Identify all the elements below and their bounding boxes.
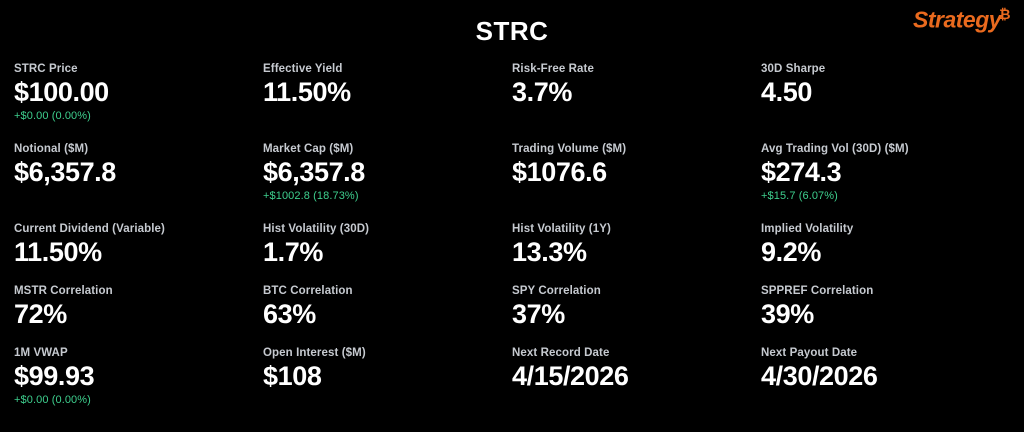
metric-value: 11.50% xyxy=(263,77,351,107)
metric-card: Effective Yield 11.50% xyxy=(263,62,512,142)
metric-value: 13.3% xyxy=(512,237,587,267)
metric-value: 4.50 xyxy=(761,77,812,107)
metric-label: Next Record Date xyxy=(512,347,610,359)
metric-value: 11.50% xyxy=(14,237,102,267)
metric-value: 4/30/2026 xyxy=(761,361,878,391)
dashboard-header: STRC Strategy₿ xyxy=(0,0,1024,62)
metric-label: Current Dividend (Variable) xyxy=(14,223,165,235)
metric-card: Open Interest ($M) $108 xyxy=(263,346,512,426)
metric-label: SPPREF Correlation xyxy=(761,285,874,297)
metric-value: 1.7% xyxy=(263,237,323,267)
metric-label: Hist Volatility (1Y) xyxy=(512,223,611,235)
metric-label: 1M VWAP xyxy=(14,347,68,359)
metric-value: 4/15/2026 xyxy=(512,361,629,391)
metric-row: MSTR Correlation 72% BTC Correlation 63% SPY… xyxy=(14,284,1010,346)
metric-card: Notional ($M) $6,357.8 xyxy=(14,142,263,222)
metric-label: Hist Volatility (30D) xyxy=(263,223,370,235)
metric-delta: +$15.7 (6.07%) xyxy=(761,190,838,202)
metric-card: STRC Price $100.00 +$0.00 (0.00%) xyxy=(14,62,263,142)
metric-label: Next Payout Date xyxy=(761,347,858,359)
metric-card: Risk-Free Rate 3.7% xyxy=(512,62,761,142)
metric-card: SPPREF Correlation 39% xyxy=(761,284,1010,346)
metric-card: SPY Correlation 37% xyxy=(512,284,761,346)
metric-card: 30D Sharpe 4.50 xyxy=(761,62,1010,142)
metric-label: 30D Sharpe xyxy=(761,63,826,75)
metric-label: MSTR Correlation xyxy=(14,285,113,297)
metric-label: Trading Volume ($M) xyxy=(512,143,627,155)
metric-card: Next Payout Date 4/30/2026 xyxy=(761,346,1010,426)
metric-value: 9.2% xyxy=(761,237,821,267)
metric-label: BTC Correlation xyxy=(263,285,353,297)
metric-card: Hist Volatility (1Y) 13.3% xyxy=(512,222,761,284)
metric-row: STRC Price $100.00 +$0.00 (0.00%) Effective… xyxy=(14,62,1010,142)
metric-card: 1M VWAP $99.93 +$0.00 (0.00%) xyxy=(14,346,263,426)
metric-card: BTC Correlation 63% xyxy=(263,284,512,346)
metric-card: Implied Volatility 9.2% xyxy=(761,222,1010,284)
metric-value: $108 xyxy=(263,361,322,391)
metric-value: $274.3 xyxy=(761,157,842,187)
metric-value: 39% xyxy=(761,299,814,329)
metric-value: $6,357.8 xyxy=(14,157,116,187)
metric-label: SPY Correlation xyxy=(512,285,601,297)
metric-row: 1M VWAP $99.93 +$0.00 (0.00%) Open Interest… xyxy=(14,346,1010,426)
metric-label: Market Cap ($M) xyxy=(263,143,354,155)
metric-label: Effective Yield xyxy=(263,63,343,75)
bitcoin-icon: ₿ xyxy=(999,6,1010,22)
metric-row: Current Dividend (Variable) 11.50% Hist Vo… xyxy=(14,222,1010,284)
metric-delta: +$0.00 (0.00%) xyxy=(14,110,91,122)
strategy-logo: Strategy₿ xyxy=(913,6,1010,34)
metric-card: Current Dividend (Variable) 11.50% xyxy=(14,222,263,284)
metric-label: Avg Trading Vol (30D) ($M) xyxy=(761,143,909,155)
metric-value: 37% xyxy=(512,299,565,329)
metric-value: $99.93 xyxy=(14,361,95,391)
metric-label: Implied Volatility xyxy=(761,223,854,235)
metric-label: Open Interest ($M) xyxy=(263,347,366,359)
metric-delta: +$0.00 (0.00%) xyxy=(14,394,91,406)
metric-label: Notional ($M) xyxy=(14,143,89,155)
metric-card: Avg Trading Vol (30D) ($M) $274.3 +$15.7 (… xyxy=(761,142,1010,222)
metric-value: 3.7% xyxy=(512,77,572,107)
metric-value: 63% xyxy=(263,299,316,329)
metric-value: 72% xyxy=(14,299,67,329)
metric-card: Trading Volume ($M) $1076.6 xyxy=(512,142,761,222)
metric-card: Next Record Date 4/15/2026 xyxy=(512,346,761,426)
metric-delta: +$1002.8 (18.73%) xyxy=(263,190,359,202)
metric-value: $1076.6 xyxy=(512,157,607,187)
metric-label: Risk-Free Rate xyxy=(512,63,594,75)
metrics-grid: STRC Price $100.00 +$0.00 (0.00%) Effective… xyxy=(0,62,1024,426)
page-title: STRC xyxy=(475,16,549,46)
metric-card: Market Cap ($M) $6,357.8 +$1002.8 (18.73%) xyxy=(263,142,512,222)
metric-value: $6,357.8 xyxy=(263,157,365,187)
metric-card: MSTR Correlation 72% xyxy=(14,284,263,346)
metric-card: Hist Volatility (30D) 1.7% xyxy=(263,222,512,284)
metric-row: Notional ($M) $6,357.8 Market Cap ($M) $6,3… xyxy=(14,142,1010,222)
metric-label: STRC Price xyxy=(14,63,78,75)
metric-value: $100.00 xyxy=(14,77,109,107)
brand-name-text: Strategy xyxy=(913,6,1002,33)
